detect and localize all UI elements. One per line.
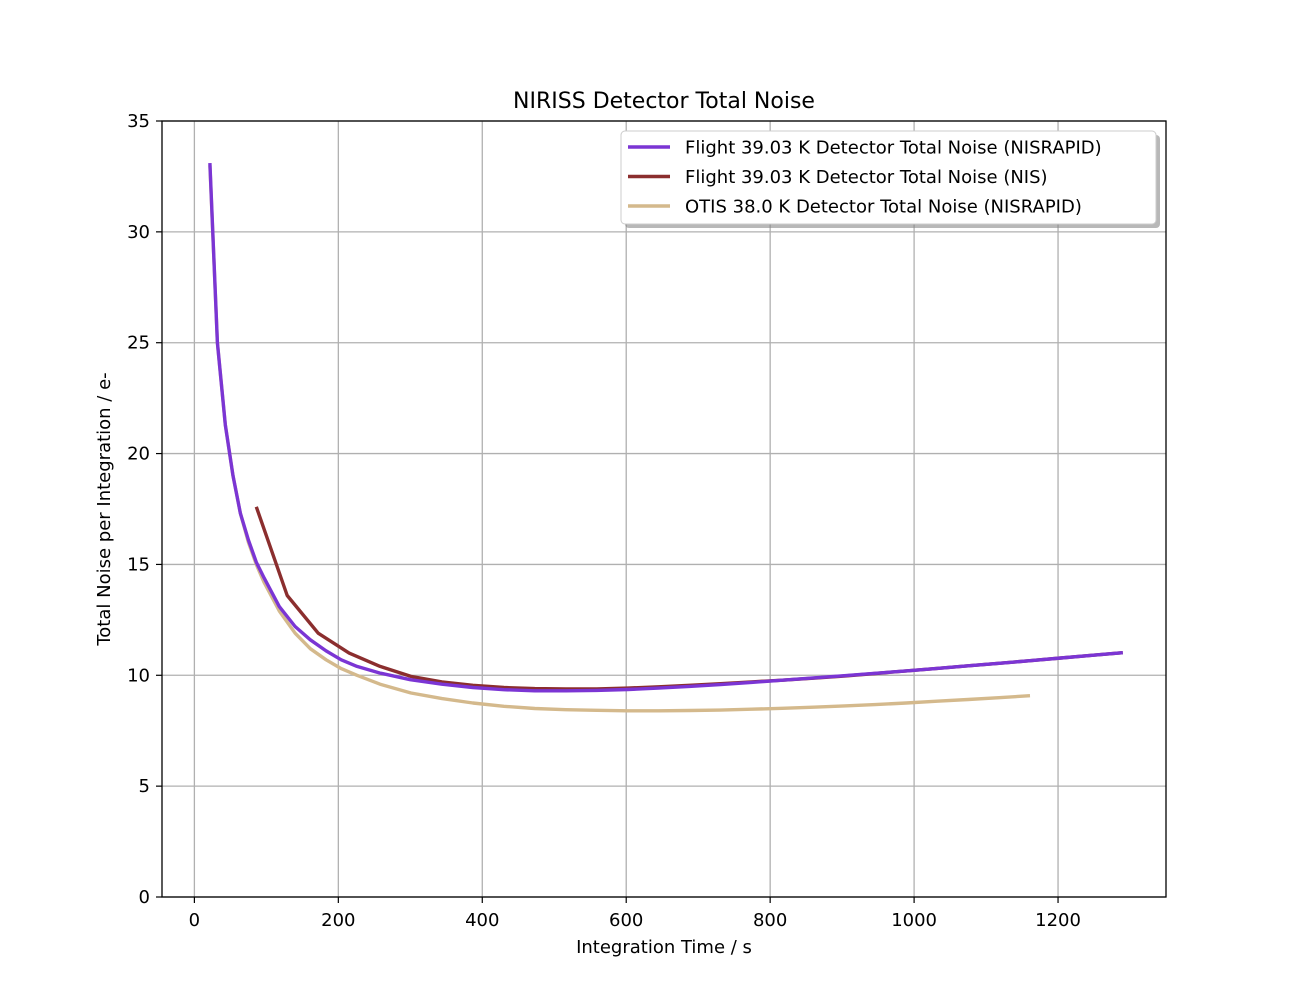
plot-area: [162, 121, 1166, 897]
x-tick-label: 1000: [891, 910, 937, 931]
legend: Flight 39.03 K Detector Total Noise (NIS…: [620, 130, 1160, 228]
x-axis-label: Integration Time / s: [576, 937, 752, 958]
plot-frame: [161, 120, 1167, 898]
x-tick-label: 1200: [1035, 910, 1081, 931]
y-tick-label: 0: [139, 887, 150, 908]
x-tick-label: 400: [465, 910, 499, 931]
y-tick-label: 10: [127, 665, 150, 686]
x-tick-label: 800: [753, 910, 787, 931]
legend-label: Flight 39.03 K Detector Total Noise (NIS…: [685, 138, 1102, 159]
series-line-0: [208, 163, 1123, 693]
axis-ticks: 0 200 400 600 800 1000 1200 0 5 10 15 20 25 30 35: [127, 111, 1081, 931]
y-tick-label: 30: [127, 222, 150, 243]
y-tick-label: 5: [139, 776, 150, 797]
chart-title: NIRISS Detector Total Noise: [513, 89, 815, 114]
x-tick-label: 0: [189, 910, 200, 931]
y-tick-label: 20: [127, 444, 150, 465]
legend-label: Flight 39.03 K Detector Total Noise (NIS…: [685, 167, 1048, 188]
legend-box: [620, 130, 1157, 225]
y-tick-label: 35: [127, 111, 150, 132]
legend-label: OTIS 38.0 K Detector Total Noise (NISRAP…: [685, 197, 1082, 218]
x-tick-label: 200: [321, 910, 355, 931]
y-tick-label: 15: [127, 554, 150, 575]
series-layer: [208, 163, 1123, 713]
y-tick-label: 25: [127, 333, 150, 354]
y-axis-label: Total Noise per Integration / e-: [94, 372, 115, 646]
x-tick-label: 600: [609, 910, 643, 931]
